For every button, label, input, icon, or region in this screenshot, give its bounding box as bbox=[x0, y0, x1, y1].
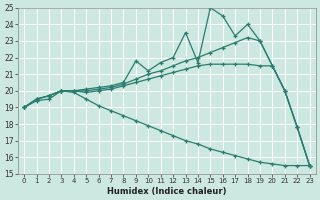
X-axis label: Humidex (Indice chaleur): Humidex (Indice chaleur) bbox=[107, 187, 227, 196]
